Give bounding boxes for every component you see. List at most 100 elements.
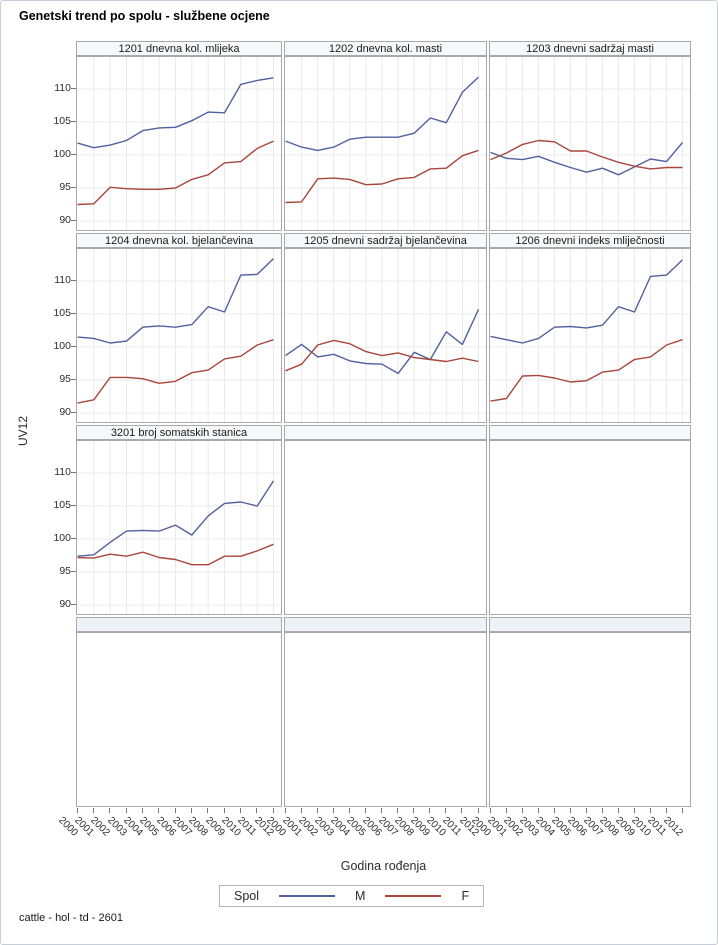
series-line-f — [77, 543, 274, 566]
panel-plot — [77, 441, 281, 614]
y-tick-label: 105 — [53, 115, 71, 127]
series-line-m — [490, 142, 684, 176]
chart-title: Genetski trend po spolu - službene ocjen… — [19, 9, 270, 23]
y-tick-mark — [71, 154, 76, 155]
x-tick-mark — [633, 808, 635, 813]
x-tick-mark — [256, 808, 258, 813]
empty-panel-wall — [489, 440, 691, 615]
y-tick-label: 90 — [59, 598, 71, 610]
empty-panel-header — [76, 617, 282, 632]
x-tick-mark — [649, 808, 651, 813]
y-tick-label: 100 — [53, 340, 71, 352]
x-tick-label: 2012 — [660, 815, 685, 839]
x-tick-mark — [397, 808, 399, 813]
y-tick-label: 95 — [59, 565, 71, 577]
series-line-f — [285, 339, 479, 372]
series-line-m — [490, 259, 683, 344]
x-tick-mark — [601, 808, 603, 813]
x-tick-mark — [585, 808, 587, 813]
x-tick-mark — [489, 808, 491, 813]
y-tick-mark — [71, 538, 76, 539]
y-tick-mark — [71, 379, 76, 380]
x-tick-mark — [429, 808, 431, 813]
x-tick-mark — [413, 808, 415, 813]
panel-header: 1204 dnevna kol. bjelančevina — [76, 233, 282, 248]
series-line-f — [77, 140, 274, 206]
x-tick-mark — [553, 808, 555, 813]
x-tick-mark — [316, 808, 318, 813]
empty-panel-wall — [76, 632, 282, 807]
y-tick-label: 110 — [54, 466, 71, 478]
empty-panel-header — [489, 617, 691, 632]
x-tick-mark — [109, 808, 111, 813]
series-line-m — [285, 309, 480, 375]
x-tick-mark — [284, 808, 286, 813]
y-tick-mark — [71, 604, 76, 605]
y-tick-label: 95 — [59, 181, 71, 193]
legend: Spol M F — [219, 885, 485, 907]
panel-plot — [285, 249, 486, 422]
y-tick-mark — [71, 121, 76, 122]
y-tick-mark — [71, 220, 76, 221]
x-tick-mark — [681, 808, 683, 813]
empty-panel-wall — [489, 632, 691, 807]
panel-header: 1206 dnevni indeks mliječnosti — [489, 233, 691, 248]
legend-line-sample-m — [279, 895, 336, 897]
x-tick-mark — [223, 808, 225, 813]
x-tick-mark — [125, 808, 127, 813]
series-line-f — [490, 139, 683, 170]
legend-title: Spol — [234, 889, 260, 903]
legend-line-sample-f — [385, 895, 442, 897]
x-tick-mark — [665, 808, 667, 813]
y-tick-label: 110 — [54, 274, 71, 286]
footnote: cattle - hol - td - 2601 — [19, 912, 123, 924]
y-tick-mark — [71, 571, 76, 572]
empty-panel-header — [284, 617, 487, 632]
empty-panel-wall — [284, 440, 487, 615]
x-tick-mark — [569, 808, 571, 813]
x-tick-mark — [332, 808, 334, 813]
x-tick-mark — [477, 808, 479, 813]
series-line-f — [490, 339, 683, 402]
panel-wall — [489, 56, 691, 231]
empty-panel-wall — [284, 632, 487, 807]
x-tick-mark — [617, 808, 619, 813]
panel-wall — [76, 440, 282, 615]
x-tick-mark — [158, 808, 160, 813]
empty-panel-header — [284, 425, 487, 440]
panel-header: 1201 dnevna kol. mlijeka — [76, 41, 282, 56]
x-tick-mark — [521, 808, 523, 813]
panel-header: 3201 broj somatskih stanica — [76, 425, 282, 440]
y-tick-label: 95 — [59, 373, 71, 385]
series-line-m — [77, 480, 275, 557]
x-tick-mark — [364, 808, 366, 813]
x-tick-mark — [505, 808, 507, 813]
y-tick-mark — [71, 88, 76, 89]
x-tick-mark — [174, 808, 176, 813]
y-tick-label: 90 — [59, 406, 71, 418]
x-tick-mark — [141, 808, 143, 813]
y-tick-mark — [71, 472, 76, 473]
x-tick-mark — [92, 808, 94, 813]
y-tick-label: 100 — [53, 532, 71, 544]
x-tick-mark — [537, 808, 539, 813]
panel-header: 1205 dnevni sadržaj bjelančevina — [284, 233, 487, 248]
x-tick-mark — [76, 808, 78, 813]
panel-wall — [76, 248, 282, 423]
panel-plot — [77, 249, 281, 422]
panel-plot — [77, 57, 281, 230]
panel-wall — [284, 248, 487, 423]
panel-plot — [490, 57, 690, 230]
x-tick-mark — [272, 808, 274, 813]
y-tick-label: 105 — [53, 307, 71, 319]
y-tick-label: 100 — [53, 148, 71, 160]
x-tick-mark — [348, 808, 350, 813]
y-tick-mark — [71, 346, 76, 347]
y-tick-label: 110 — [54, 82, 71, 94]
x-axis-label: Godina rođenja — [340, 859, 427, 873]
x-tick-mark — [207, 808, 209, 813]
legend-label-f: F — [461, 889, 470, 903]
x-tick-mark — [445, 808, 447, 813]
y-tick-mark — [71, 505, 76, 506]
